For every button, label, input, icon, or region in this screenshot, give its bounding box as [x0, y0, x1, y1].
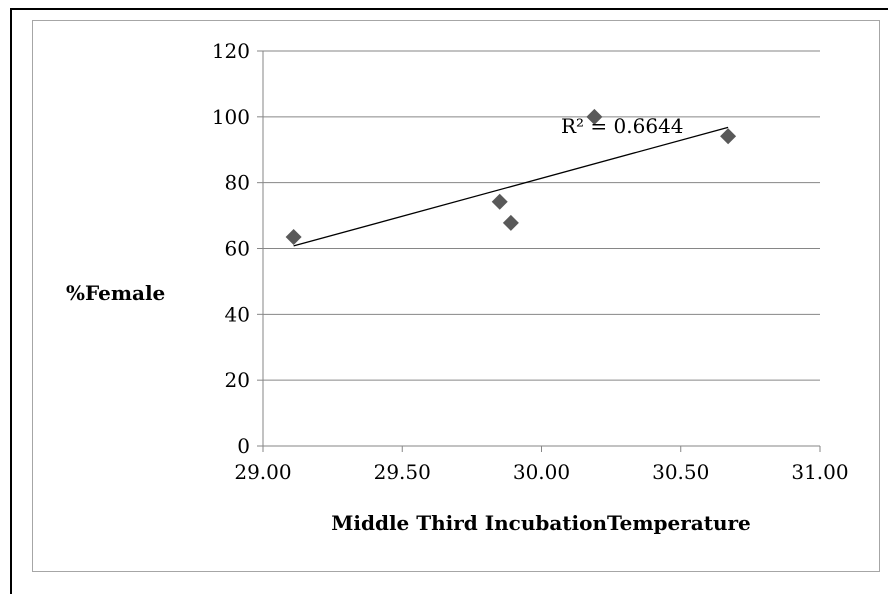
gridlines — [263, 50, 820, 381]
x-tick-labels: 29.00 29.50 30.00 30.50 31.00 — [234, 460, 848, 484]
x-axis-title: Middle Third IncubationTemperature — [331, 511, 751, 535]
trendline — [293, 126, 729, 247]
y-tick-label: 60 — [225, 237, 250, 261]
data-point — [502, 214, 519, 231]
axes — [257, 50, 821, 452]
y-tick-label: 20 — [225, 368, 250, 392]
page-border — [10, 8, 888, 594]
x-tick-label: 31.00 — [791, 460, 848, 484]
y-tick-label: 100 — [212, 105, 250, 129]
trendline-group — [293, 126, 729, 247]
data-point — [491, 193, 508, 210]
y-tick-label: 120 — [212, 39, 250, 63]
x-tick-label: 30.00 — [513, 460, 570, 484]
x-tick-label: 29.50 — [374, 460, 431, 484]
y-tick-labels: 0 20 40 60 80 100 120 — [212, 39, 250, 458]
r-squared-annotation: R² = 0.6644 — [561, 114, 684, 138]
data-points — [285, 108, 737, 245]
data-point — [586, 108, 603, 125]
data-point — [720, 128, 737, 145]
y-tick-label: 80 — [225, 171, 250, 195]
data-point — [285, 228, 302, 245]
y-tick-label: 0 — [237, 434, 250, 458]
x-tick-label: 30.50 — [652, 460, 709, 484]
chart-frame — [32, 20, 880, 572]
y-tick-label: 40 — [225, 302, 250, 326]
x-tick-label: 29.00 — [234, 460, 291, 484]
y-axis-title: %Female — [66, 281, 165, 305]
